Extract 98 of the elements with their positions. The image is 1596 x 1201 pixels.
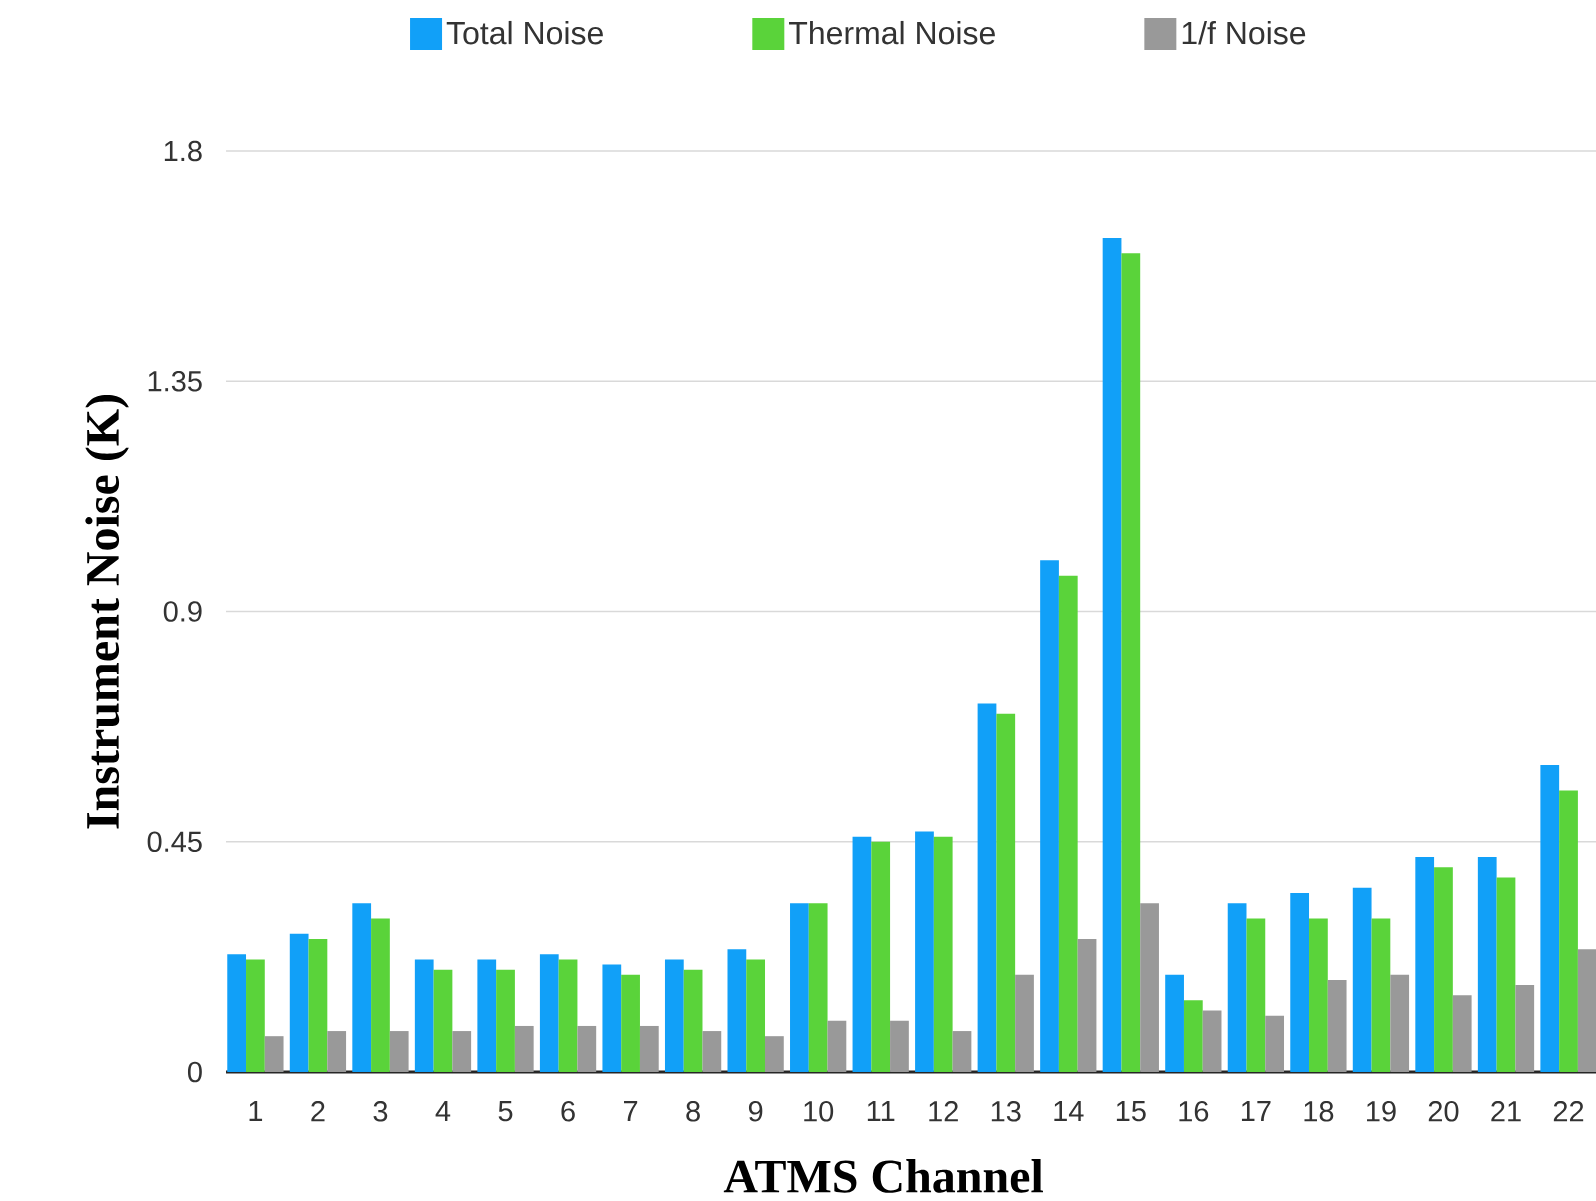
bar — [371, 918, 390, 1072]
bar — [1102, 237, 1122, 1072]
bar — [702, 1031, 722, 1072]
bar — [1452, 995, 1472, 1072]
bar — [433, 969, 453, 1072]
bar — [1140, 903, 1159, 1072]
bar — [1390, 974, 1410, 1072]
bar — [1327, 979, 1347, 1072]
bar — [1265, 1015, 1285, 1072]
bar — [1290, 892, 1310, 1072]
bar — [1540, 765, 1560, 1072]
bar — [1434, 867, 1453, 1072]
legend-label: Thermal Noise — [789, 20, 995, 45]
bar — [1246, 918, 1266, 1072]
bar — [264, 1036, 284, 1072]
bar — [1165, 974, 1184, 1072]
bar — [1015, 974, 1034, 1072]
bar — [1202, 1010, 1222, 1072]
y-tick-label: 0.9 — [163, 601, 202, 622]
x-tick-label: 5 — [498, 1101, 513, 1122]
legend-label: Total Noise — [446, 20, 603, 45]
bar — [496, 969, 515, 1072]
bar — [996, 713, 1016, 1072]
bar — [852, 836, 872, 1072]
bar — [452, 1031, 472, 1072]
bar — [890, 1020, 909, 1072]
bar — [1415, 857, 1435, 1072]
bar — [952, 1031, 972, 1072]
bar — [1183, 1000, 1203, 1072]
bar — [790, 903, 809, 1072]
x-tick-label: 16 — [1179, 1101, 1209, 1122]
x-tick-label: 7 — [624, 1101, 638, 1121]
x-tick-label: 22 — [1553, 1101, 1584, 1122]
bar — [746, 959, 766, 1072]
bar — [389, 1031, 409, 1072]
x-tick-label: 21 — [1491, 1101, 1521, 1122]
bar — [621, 974, 640, 1072]
bar — [915, 831, 934, 1072]
bar — [1515, 985, 1535, 1072]
bar — [808, 903, 828, 1072]
bar — [227, 954, 247, 1072]
x-tick-label: 20 — [1428, 1101, 1459, 1122]
x-tick-label: 9 — [748, 1101, 763, 1122]
bar — [308, 938, 328, 1072]
bar — [1121, 253, 1141, 1072]
bar — [871, 841, 891, 1072]
x-tick-label: 6 — [561, 1101, 575, 1122]
x-tick-label: 15 — [1116, 1101, 1146, 1122]
bar — [477, 959, 497, 1072]
bar — [933, 836, 953, 1072]
bar — [827, 1020, 847, 1072]
bar — [414, 959, 434, 1072]
bar — [664, 959, 684, 1072]
bar — [327, 1031, 347, 1072]
x-axis-title: ATMS Channel — [723, 1159, 1043, 1193]
y-axis-title: Instrument Noise (K) — [85, 394, 129, 829]
x-tick-label: 12 — [929, 1101, 958, 1122]
bar — [1077, 938, 1097, 1072]
bar — [514, 1025, 534, 1072]
bar — [289, 933, 309, 1072]
bar — [558, 959, 578, 1072]
bar — [539, 954, 559, 1072]
x-tick-label: 3 — [373, 1101, 388, 1122]
x-tick-label: 19 — [1367, 1101, 1396, 1122]
bar — [1040, 560, 1059, 1072]
bar — [1559, 790, 1578, 1072]
x-tick-label: 10 — [804, 1101, 834, 1122]
bar — [683, 969, 703, 1072]
bar — [602, 964, 622, 1072]
y-tick-label: 1.8 — [164, 140, 202, 162]
x-tick-label: 8 — [686, 1101, 700, 1122]
x-tick-label: 2 — [311, 1101, 325, 1122]
bar — [1477, 857, 1497, 1072]
x-tick-label: 4 — [435, 1101, 451, 1121]
y-tick-label: 0.45 — [147, 831, 202, 853]
bar — [639, 1025, 659, 1072]
bar — [1058, 575, 1078, 1072]
bar — [352, 903, 372, 1072]
x-tick-label: 14 — [1054, 1101, 1084, 1121]
bar — [1496, 877, 1516, 1072]
bar — [727, 949, 747, 1072]
bar — [1309, 918, 1328, 1072]
x-tick-label: 13 — [991, 1101, 1021, 1122]
bar — [577, 1025, 597, 1072]
x-tick-label: 11 — [867, 1101, 895, 1121]
bar — [765, 1036, 784, 1072]
bar — [1352, 887, 1372, 1072]
y-tick-label: 1.35 — [148, 370, 202, 392]
bar — [1577, 949, 1596, 1072]
bar — [977, 703, 997, 1072]
bar — [1371, 918, 1391, 1072]
x-tick-label: 18 — [1304, 1101, 1334, 1122]
bar — [246, 959, 265, 1072]
x-tick-label: 1 — [249, 1101, 263, 1121]
x-tick-label: 17 — [1241, 1101, 1271, 1121]
y-tick-label: 0 — [187, 1061, 202, 1083]
bar — [1227, 903, 1247, 1072]
legend-label: 1/f Noise — [1182, 20, 1306, 45]
